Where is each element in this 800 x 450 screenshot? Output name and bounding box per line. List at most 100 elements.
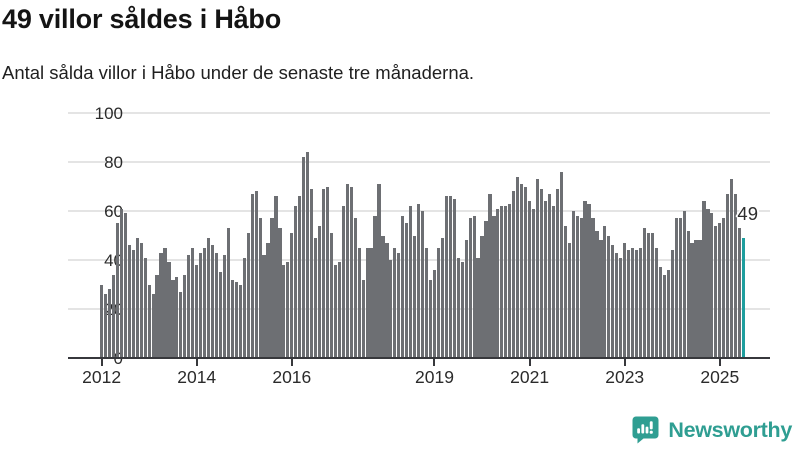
newsworthy-logo-link[interactable]: Newsworthy	[631, 415, 792, 445]
bar	[531, 208, 536, 358]
bar	[424, 247, 429, 358]
bar	[535, 179, 540, 358]
bar	[730, 179, 734, 358]
bar	[389, 260, 393, 358]
bar	[658, 267, 662, 358]
bar	[421, 211, 425, 358]
bar	[226, 228, 230, 358]
y-axis-label-80: 80	[104, 153, 123, 172]
x-axis-tick-2012	[100, 359, 103, 366]
bar	[682, 211, 686, 358]
bar	[484, 220, 488, 358]
bar	[337, 262, 341, 358]
bar	[262, 255, 266, 358]
x-axis-label-2019: 2019	[415, 367, 454, 387]
y-axis-label-40: 40	[104, 251, 123, 270]
bar	[631, 247, 635, 358]
bar	[599, 240, 603, 358]
bar	[306, 152, 310, 358]
newsworthy-wordmark: Newsworthy	[668, 417, 792, 442]
bar	[528, 201, 532, 358]
bar	[361, 279, 365, 358]
bar	[183, 274, 187, 358]
bar	[107, 289, 112, 358]
page-title: 49 villor såldes i Håbo	[2, 4, 282, 34]
bar	[357, 247, 361, 358]
bar	[706, 208, 710, 358]
bar	[278, 228, 282, 358]
bar	[139, 242, 143, 358]
x-axis-label-2014: 2014	[177, 367, 217, 387]
bar	[571, 211, 575, 358]
bar	[413, 235, 417, 358]
bar	[547, 193, 551, 358]
bar	[650, 233, 655, 358]
bar	[405, 223, 409, 358]
bar	[214, 252, 219, 358]
bar	[119, 208, 123, 358]
x-axis-tick-2023	[623, 359, 626, 366]
bar	[638, 247, 643, 358]
bar	[131, 250, 135, 358]
bar	[670, 250, 674, 358]
bar	[674, 218, 678, 358]
bar	[452, 198, 456, 358]
bar	[456, 257, 460, 358]
bar	[524, 186, 528, 358]
bar	[694, 240, 698, 358]
bar	[642, 228, 647, 358]
bar	[432, 269, 437, 358]
bar	[353, 218, 357, 358]
bar	[155, 274, 159, 358]
bar	[290, 233, 294, 358]
bar	[246, 233, 250, 358]
bar	[238, 284, 242, 358]
chart-plot-area: 0204060801002012201420162019202120232025	[68, 105, 770, 387]
chart-subtitle: Antal sålda villor i Håbo under de senas…	[2, 62, 475, 83]
bar	[341, 206, 345, 358]
bar	[135, 237, 139, 358]
bar	[520, 184, 524, 358]
bar	[472, 215, 476, 358]
bar	[163, 247, 167, 358]
bar	[274, 196, 278, 358]
bar	[710, 213, 714, 358]
bar	[492, 215, 496, 358]
bar	[635, 250, 639, 358]
y-axis-label-100: 100	[94, 104, 123, 123]
bar	[317, 225, 322, 358]
x-axis-tick-2019	[433, 359, 436, 366]
bar	[381, 235, 385, 358]
bar	[591, 218, 595, 358]
bar	[718, 223, 722, 358]
bar	[369, 247, 373, 358]
bar	[282, 264, 286, 358]
bar	[234, 282, 238, 358]
x-axis-label-2025: 2025	[700, 367, 740, 387]
bar	[373, 215, 377, 358]
bar	[191, 247, 195, 358]
bar	[250, 193, 254, 358]
bar	[516, 176, 520, 358]
bar	[254, 191, 258, 358]
bar	[468, 218, 472, 358]
bar	[698, 240, 702, 358]
bar	[151, 294, 155, 358]
bar	[230, 279, 234, 358]
bar	[428, 279, 433, 358]
bar	[123, 213, 127, 358]
bar	[488, 193, 492, 358]
bar	[329, 233, 334, 358]
bar	[666, 269, 670, 358]
bar	[508, 203, 512, 358]
bar	[583, 201, 587, 358]
bar	[738, 228, 742, 358]
bar	[646, 233, 651, 358]
bar	[464, 240, 468, 358]
bar	[678, 218, 682, 358]
x-axis-label-2016: 2016	[272, 367, 312, 387]
bar	[500, 206, 504, 358]
bar	[298, 196, 302, 358]
bar	[615, 252, 619, 358]
bar	[460, 262, 464, 358]
